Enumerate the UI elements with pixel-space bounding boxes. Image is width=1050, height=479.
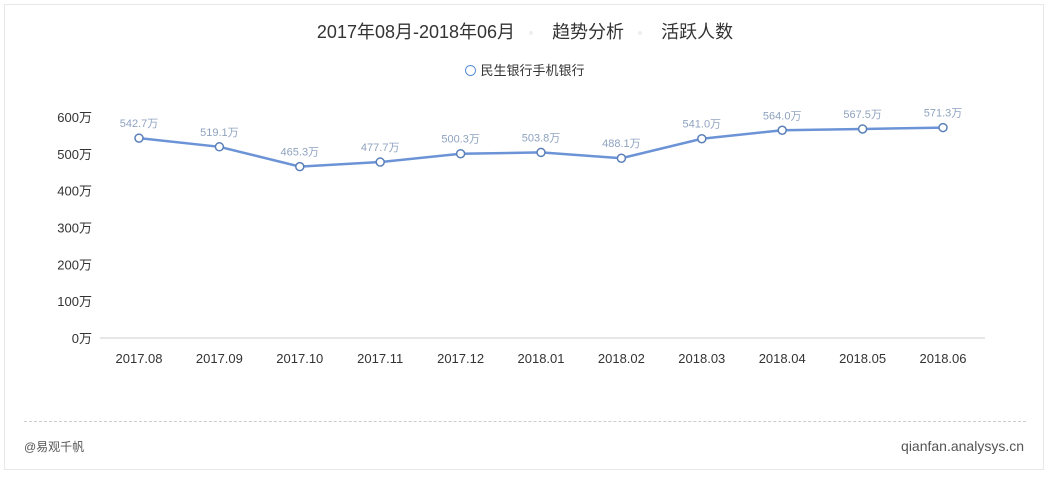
y-tick-label: 500万 xyxy=(57,147,92,162)
data-label: 500.3万 xyxy=(441,134,480,146)
data-label: 477.7万 xyxy=(361,142,400,154)
y-tick-label: 400万 xyxy=(57,184,92,199)
data-label: 542.7万 xyxy=(120,118,159,130)
legend-marker-icon xyxy=(465,65,477,76)
data-label: 571.3万 xyxy=(924,108,963,120)
title-metric: 活跃人数 xyxy=(661,22,734,42)
data-point xyxy=(616,153,627,163)
y-tick-label: 0万 xyxy=(72,331,92,346)
data-point xyxy=(938,122,948,133)
data-point xyxy=(697,133,707,144)
x-tick-label: 2017.11 xyxy=(357,351,403,366)
data-point xyxy=(777,125,787,136)
x-tick-label: 2018.04 xyxy=(759,351,806,366)
y-tick-label: 300万 xyxy=(57,221,92,236)
divider xyxy=(24,421,1026,422)
x-tick-label: 2018.01 xyxy=(518,351,565,366)
y-tick-label: 100万 xyxy=(57,294,92,309)
x-tick-label: 2017.12 xyxy=(437,351,484,366)
data-point xyxy=(536,147,546,158)
x-tick-label: 2018.05 xyxy=(839,351,886,366)
data-label: 503.8万 xyxy=(522,132,561,144)
x-tick-label: 2017.09 xyxy=(196,351,243,366)
footer-url: qianfan.analysys.cn xyxy=(901,438,1024,454)
x-tick-label: 2018.02 xyxy=(598,351,645,366)
data-point xyxy=(134,133,144,143)
data-label: 488.1万 xyxy=(602,138,641,150)
title-analysis: 趋势分析 xyxy=(552,22,625,42)
chart-title: 2017年08月-2018年06月 趋势分析 活跃人数 xyxy=(0,18,1050,44)
data-label: 519.1万 xyxy=(200,127,239,139)
data-point xyxy=(214,142,225,152)
data-label: 564.0万 xyxy=(763,110,802,122)
chart-frame xyxy=(4,4,1044,470)
legend[interactable]: 民生银行手机银行 xyxy=(0,60,1050,79)
y-tick-label: 200万 xyxy=(57,257,92,272)
y-tick-label: 600万 xyxy=(57,110,92,125)
data-label: 465.3万 xyxy=(281,147,320,159)
footer-brand: @易观千帆 xyxy=(24,440,85,454)
data-point xyxy=(857,124,868,134)
data-point xyxy=(295,161,305,172)
x-tick-label: 2018.06 xyxy=(920,351,967,366)
data-label: 567.5万 xyxy=(843,109,882,121)
data-label: 541.0万 xyxy=(683,119,722,131)
legend-label: 民生银行手机银行 xyxy=(480,63,585,78)
title-period: 2017年08月-2018年06月 xyxy=(316,22,516,42)
x-tick-label: 2017.10 xyxy=(276,351,323,366)
data-point xyxy=(455,148,466,159)
x-tick-label: 2018.03 xyxy=(678,351,725,366)
data-point xyxy=(375,157,385,167)
x-tick-label: 2017.08 xyxy=(116,351,163,366)
